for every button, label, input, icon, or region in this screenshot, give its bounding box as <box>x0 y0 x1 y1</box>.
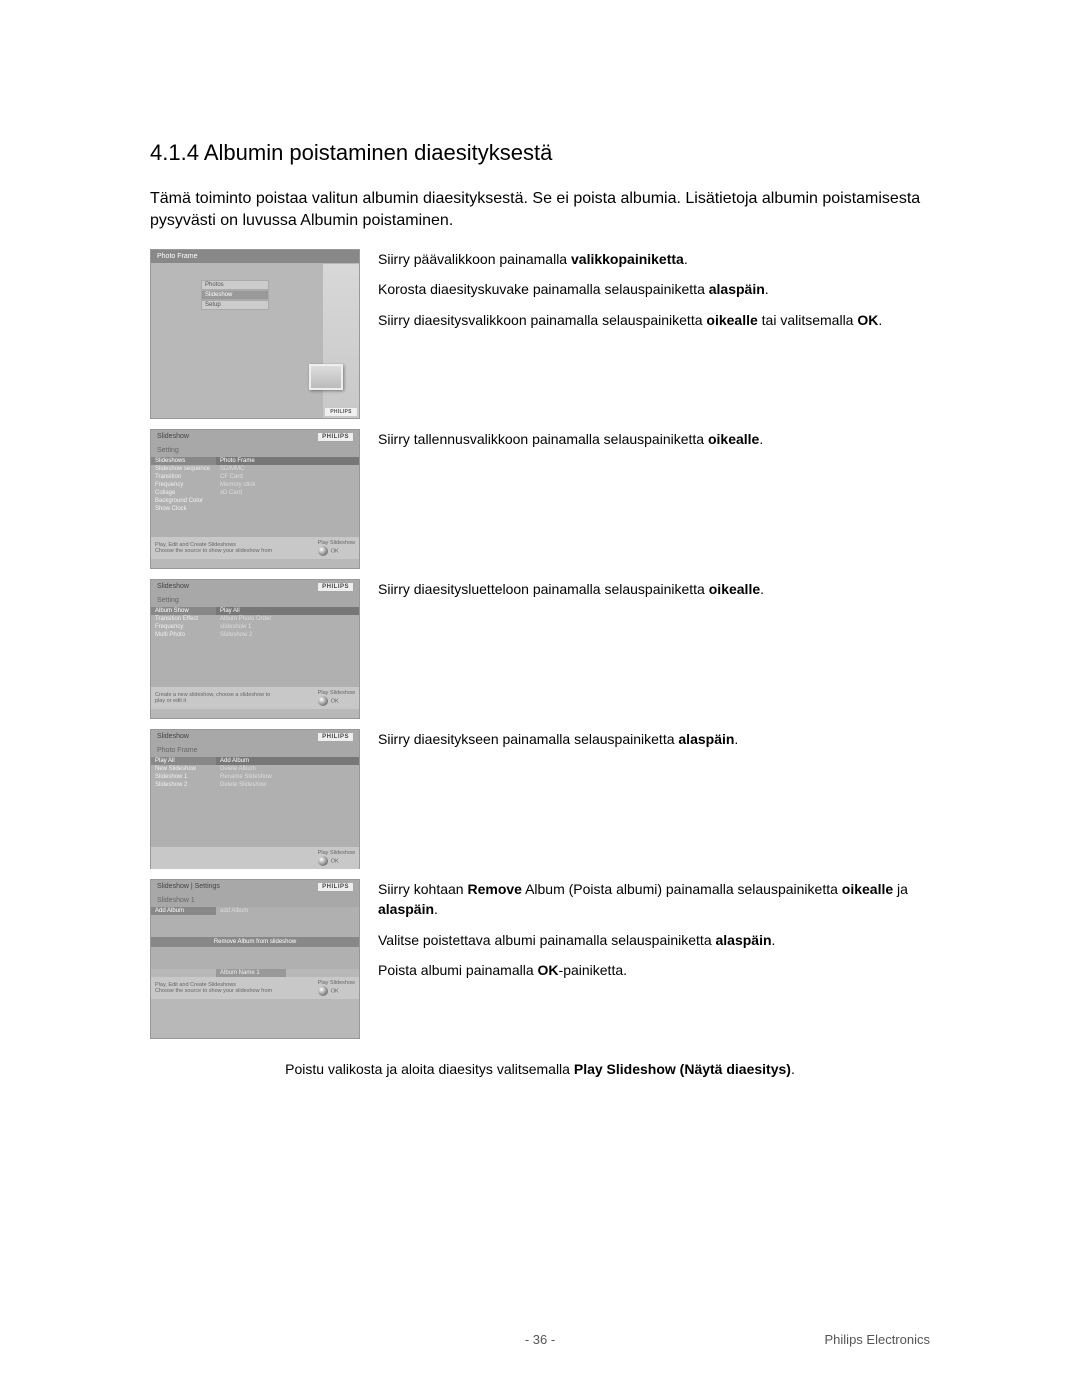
menu-item: Background Color <box>151 497 216 505</box>
menu-item: Transition Effect <box>151 615 216 623</box>
ok-button-icon <box>318 546 328 556</box>
screen3-sub: Setting <box>151 594 359 607</box>
menu-slideshow: Slideshow <box>201 290 269 300</box>
menu-item: CF Card <box>216 473 359 481</box>
menu-item: Slideshow 2 <box>216 631 359 639</box>
menu-item: Frequency <box>151 481 216 489</box>
step-1: Photo Frame Photos Slideshow Setup PHILI… <box>150 249 930 419</box>
menu-item: Add Album <box>151 907 216 915</box>
menu-item: Slideshows <box>151 457 216 465</box>
screen2-title: Slideshow <box>157 433 189 441</box>
menu-item: Transition <box>151 473 216 481</box>
step-4-text: Siirry diaesitykseen painamalla selauspa… <box>378 729 930 759</box>
screenshot-2: Slideshow PHILIPS Setting Slideshows Slid… <box>150 429 360 569</box>
menu-item: SD/MMC <box>216 465 359 473</box>
screenshot-4: Slideshow PHILIPS Photo Frame Play All Ne… <box>150 729 360 869</box>
step-2-text: Siirry tallennusvalikkoon painamalla sel… <box>378 429 930 459</box>
step-3: Slideshow PHILIPS Setting Album Show Tran… <box>150 579 930 719</box>
menu-item: Play All <box>151 757 216 765</box>
menu-item: add Album <box>216 907 359 915</box>
page-footer: - 36 - Philips Electronics <box>150 1332 930 1347</box>
menu-item: Delete Album <box>216 765 359 773</box>
screenshot-1: Photo Frame Photos Slideshow Setup PHILI… <box>150 249 360 419</box>
menu-item: Delete Slideshow <box>216 781 359 789</box>
philips-logo: PHILIPS <box>318 883 353 891</box>
step-3-text: Siirry diaesitysluetteloon painamalla se… <box>378 579 930 609</box>
album-label: Album Name 1 <box>216 969 286 977</box>
screen5-title: Slideshow | Settings <box>157 883 220 891</box>
menu-setup: Setup <box>201 300 269 310</box>
ok-label: OK <box>331 699 339 705</box>
screenshot-5: Slideshow | SettingsPHILIPS Slideshow 1 … <box>150 879 360 1039</box>
screen5-sub: Slideshow 1 <box>151 894 359 907</box>
menu-item: Album Photo Order <box>216 615 359 623</box>
menu-item: xD Card <box>216 489 359 497</box>
menu-item: Add Album <box>216 757 359 765</box>
section-heading: 4.1.4 Albumin poistaminen diaesityksestä <box>150 140 930 166</box>
menu-photos: Photos <box>201 280 269 290</box>
screen4-title: Slideshow <box>157 733 189 741</box>
menu-item: Slideshow sequence <box>151 465 216 473</box>
menu-item: Slideshow 2 <box>151 781 216 789</box>
menu-item: New Slideshow <box>151 765 216 773</box>
philips-logo: PHILIPS <box>318 433 353 441</box>
footer-text: Choose the source to show your slideshow… <box>155 548 272 554</box>
philips-logo: PHILIPS <box>318 733 353 741</box>
menu-item: Frequency <box>151 623 216 631</box>
step-1-text: Siirry päävalikkoon painamalla valikkopa… <box>378 249 930 340</box>
screen4-sub: Photo Frame <box>151 744 359 757</box>
menu-item: Play All <box>216 607 359 615</box>
step-5-text: Siirry kohtaan Remove Album (Poista albu… <box>378 879 930 990</box>
menu-item: Multi Photo <box>151 631 216 639</box>
ok-label: OK <box>331 549 339 555</box>
banner: Remove Album from slideshow <box>151 937 359 947</box>
menu-item: Album Show <box>151 607 216 615</box>
menu-item: slideshow 1 <box>216 623 359 631</box>
ok-button-icon <box>318 986 328 996</box>
screen2-sub: Setting <box>151 444 359 457</box>
footer-text: play or edit it <box>155 698 270 704</box>
brand-footer: Philips Electronics <box>825 1332 931 1347</box>
step-2: Slideshow PHILIPS Setting Slideshows Slid… <box>150 429 930 569</box>
step-4: Slideshow PHILIPS Photo Frame Play All Ne… <box>150 729 930 869</box>
thumbnail-icon <box>309 364 343 390</box>
menu-item: Show Clock <box>151 505 216 513</box>
philips-logo: PHILIPS <box>325 408 357 416</box>
ok-label: OK <box>331 989 339 995</box>
menu-item: Slideshow 1 <box>151 773 216 781</box>
ok-label: OK <box>331 859 339 865</box>
philips-logo: PHILIPS <box>318 583 353 591</box>
ok-button-icon <box>318 856 328 866</box>
menu-item: Collage <box>151 489 216 497</box>
step-5: Slideshow | SettingsPHILIPS Slideshow 1 … <box>150 879 930 1039</box>
footer-text: Choose the source to show your slideshow… <box>155 988 272 994</box>
ok-button-icon <box>318 696 328 706</box>
screenshot-3: Slideshow PHILIPS Setting Album Show Tran… <box>150 579 360 719</box>
page-number: - 36 - <box>525 1332 555 1347</box>
intro-paragraph: Tämä toiminto poistaa valitun albumin di… <box>150 188 930 231</box>
menu-item: Photo Frame <box>216 457 359 465</box>
exit-instruction: Poistu valikosta ja aloita diaesitys val… <box>150 1061 930 1077</box>
menu-item: Memory stick <box>216 481 359 489</box>
screen3-title: Slideshow <box>157 583 189 591</box>
menu-item: Rename Slideshow <box>216 773 359 781</box>
screen1-title: Photo Frame <box>151 250 359 263</box>
